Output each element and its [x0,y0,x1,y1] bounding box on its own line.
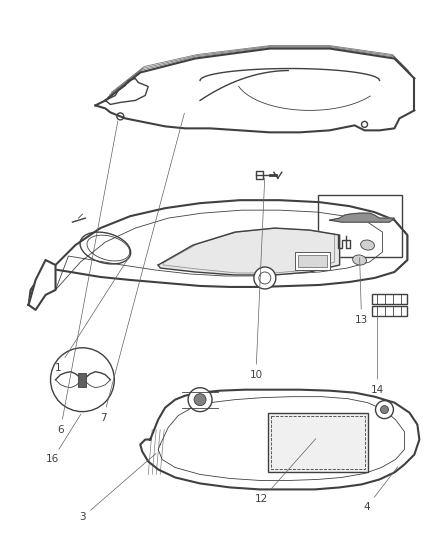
Bar [256,171,263,179]
Text: 4: 4 [363,467,398,512]
Polygon shape [330,213,395,222]
Text: 6: 6 [57,121,118,434]
Text: 12: 12 [255,439,316,504]
Bar [271,416,364,470]
Text: 14: 14 [371,313,384,394]
Text: 13: 13 [355,258,368,325]
Text: 1: 1 [55,257,129,373]
Circle shape [375,401,393,418]
Bar [371,306,407,316]
Polygon shape [28,260,56,310]
Ellipse shape [353,255,367,265]
Polygon shape [140,390,419,489]
Bar [298,255,327,267]
Polygon shape [28,200,407,305]
Text: 10: 10 [249,178,265,379]
Circle shape [188,387,212,411]
Ellipse shape [360,240,374,250]
Text: 7: 7 [100,113,184,423]
Bar [318,195,403,257]
Bar [78,373,86,386]
Circle shape [254,267,276,289]
Bar [371,294,407,304]
Bar [295,252,330,270]
Circle shape [381,406,389,414]
Circle shape [194,394,206,406]
Circle shape [50,348,114,411]
Text: 3: 3 [79,454,156,522]
Bar [268,413,367,472]
Text: 16: 16 [46,414,81,464]
Polygon shape [158,228,339,275]
